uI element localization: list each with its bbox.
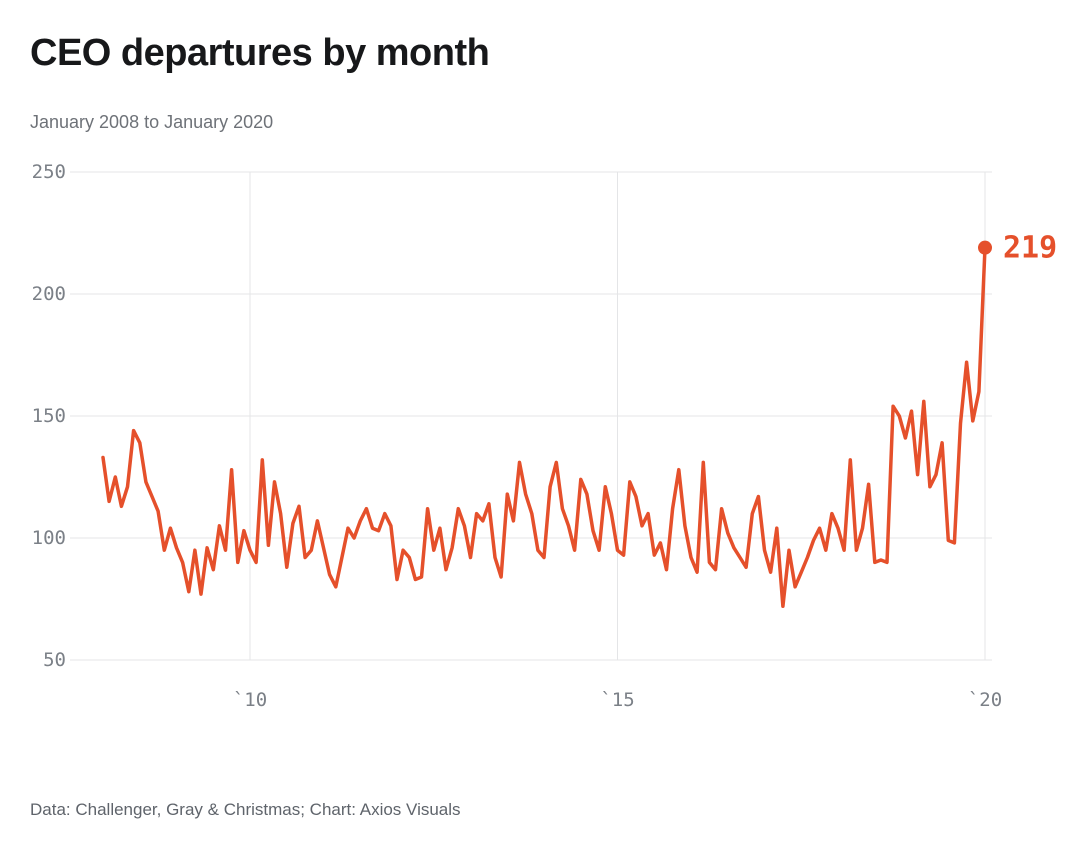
x-axis-tick-label: `10 — [233, 689, 267, 711]
chart-container: 50 100 150 200 250 `10 `15 `20 219 — [0, 150, 1080, 730]
data-source-credit: Data: Challenger, Gray & Christmas; Char… — [30, 800, 461, 819]
horizontal-gridlines — [70, 171, 992, 661]
y-axis-tick-labels: 50 100 150 200 250 — [32, 161, 66, 671]
page-title: CEO departures by month — [30, 32, 490, 74]
y-axis-tick-label: 200 — [32, 283, 66, 305]
end-point-marker — [978, 240, 992, 255]
y-axis-tick-label: 100 — [32, 527, 66, 549]
y-axis-tick-label: 250 — [32, 161, 66, 183]
x-axis-tick-labels: `10 `15 `20 — [233, 689, 1002, 711]
x-axis-tick-label: `20 — [968, 689, 1002, 711]
x-axis-tick-label: `15 — [600, 689, 634, 711]
y-axis-tick-label: 150 — [32, 405, 66, 427]
end-point-value-label: 219 — [1003, 231, 1057, 266]
y-axis-tick-label: 50 — [43, 649, 66, 671]
ceo-departures-line-chart: 50 100 150 200 250 `10 `15 `20 219 — [32, 161, 1058, 711]
chart-subtitle: January 2008 to January 2020 — [30, 112, 274, 132]
trend-line — [101, 245, 987, 609]
